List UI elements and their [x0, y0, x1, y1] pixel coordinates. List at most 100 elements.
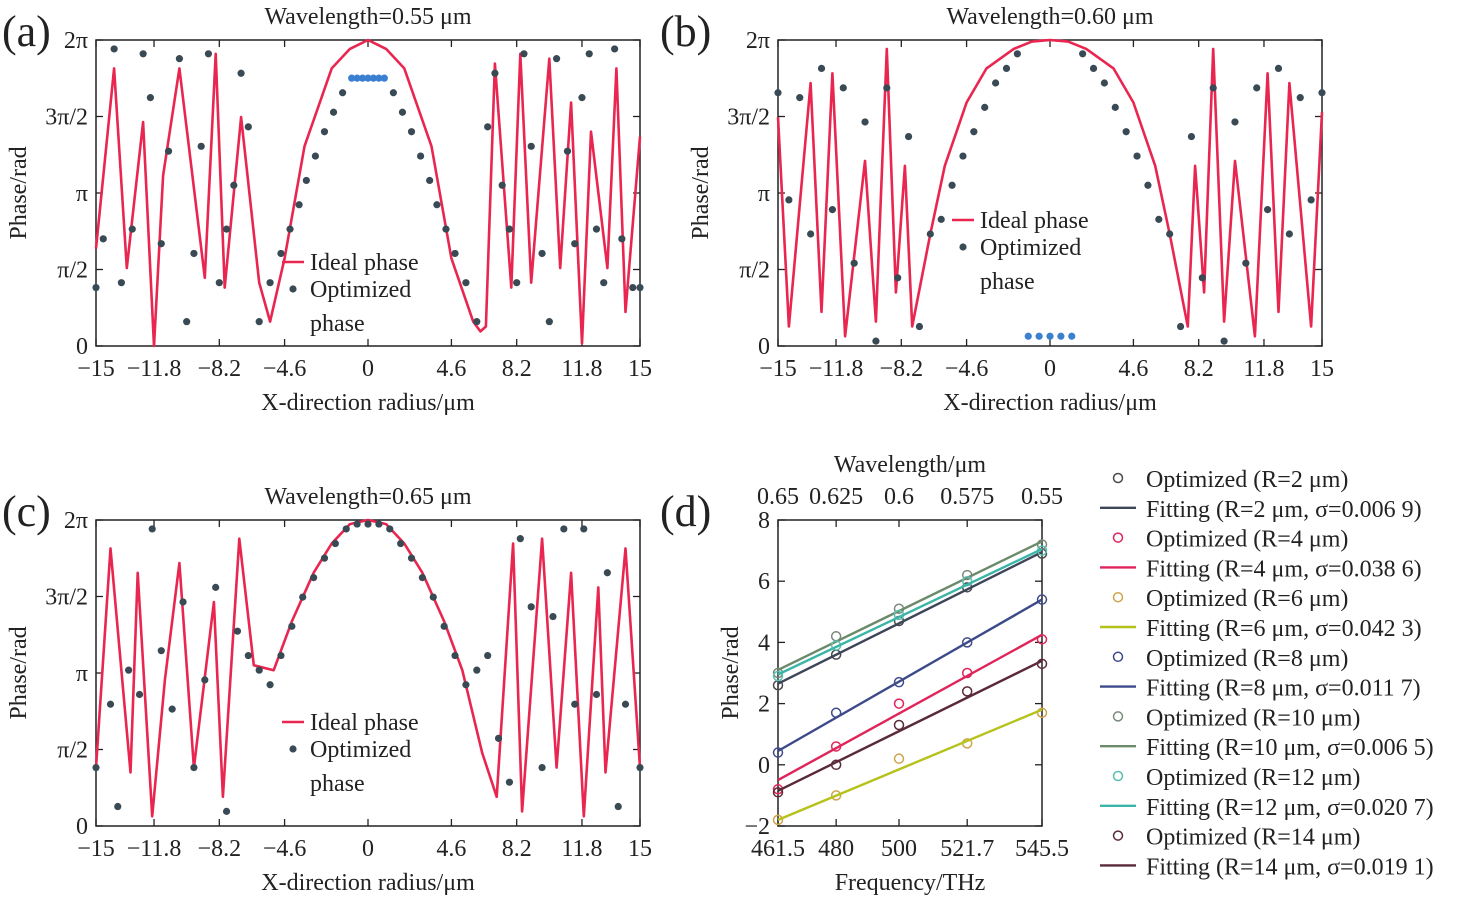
data-point	[959, 152, 967, 160]
y-tick-label: 3π/2	[727, 105, 770, 131]
legend-label: Ideal phase	[310, 250, 419, 276]
data-point	[549, 612, 557, 621]
data-point	[233, 627, 242, 635]
data-point	[1079, 50, 1087, 58]
data-point	[981, 103, 989, 111]
data-point	[883, 84, 891, 92]
data-point	[114, 802, 122, 811]
data-point	[527, 142, 535, 150]
data-point	[157, 647, 165, 655]
data-point	[839, 84, 847, 92]
legend-label: phase	[310, 771, 365, 797]
data-point	[1307, 196, 1315, 204]
data-point	[961, 637, 973, 648]
y-tick-label: π	[76, 661, 88, 687]
legend-dot-swatch	[289, 285, 297, 293]
data-point	[1231, 118, 1239, 126]
data-point	[893, 719, 905, 731]
data-point	[1057, 332, 1065, 340]
legend-marker-swatch	[1112, 651, 1124, 663]
y-tick-label: 2π	[746, 28, 770, 54]
panel-label: (b)	[660, 7, 711, 56]
data-point	[1209, 84, 1217, 92]
x-axis-label: Frequency/THz	[835, 870, 986, 896]
legend-label: Optimized (R=10 μm)	[1146, 705, 1360, 731]
series-line	[777, 551, 1043, 685]
data-point	[442, 225, 450, 233]
data-point	[222, 225, 231, 233]
x-tick-label: 15	[628, 356, 652, 382]
data-point	[1024, 332, 1032, 340]
x-axis-label: X-direction radius/μm	[943, 390, 1157, 416]
data-point	[1111, 103, 1119, 111]
data-point	[1274, 64, 1283, 73]
data-point	[505, 225, 514, 233]
series-line	[777, 548, 1043, 676]
data-point	[462, 681, 470, 689]
data-point	[621, 700, 630, 708]
data-point	[1133, 152, 1141, 160]
legend-label: Optimized (R=8 μm)	[1146, 646, 1348, 672]
series-line	[94, 38, 642, 348]
data-point	[772, 747, 784, 758]
data-point	[302, 176, 310, 185]
data-point	[552, 55, 561, 63]
data-point	[288, 622, 296, 630]
data-point	[320, 128, 329, 136]
data-point	[125, 666, 133, 674]
data-point	[237, 69, 245, 77]
data-point	[571, 240, 579, 248]
plot-frame	[95, 519, 641, 827]
data-point	[190, 249, 198, 258]
chart-title: Wavelength=0.60 μm	[946, 4, 1153, 30]
legend-label: Fitting (R=6 μm, σ=0.042 3)	[1146, 616, 1422, 642]
data-point	[128, 225, 136, 233]
data-point	[1296, 94, 1304, 102]
legend-label: Fitting (R=10 μm, σ=0.006 5)	[1146, 735, 1434, 761]
data-point	[299, 593, 307, 601]
data-point	[386, 525, 394, 533]
data-point	[92, 283, 100, 292]
data-point	[580, 525, 588, 533]
data-point	[1036, 594, 1048, 605]
y-tick-label: π/2	[739, 258, 770, 284]
data-point	[168, 705, 176, 713]
legend-label: Fitting (R=14 μm, σ=0.019 1)	[1146, 854, 1434, 880]
x-tick-label: −15	[77, 356, 115, 382]
data-point	[830, 790, 842, 801]
legend-marker-swatch	[1112, 830, 1124, 841]
top-x-tick-label: 0.6	[884, 484, 914, 510]
chart-panel-c: (c) Wavelength=0.65 μm −15 −11.8 −8.2 −4.6 0 4.…	[2, 484, 652, 896]
data-point	[266, 279, 274, 287]
x-tick-label: −11.8	[127, 836, 182, 862]
data-point	[1264, 206, 1272, 214]
y-tick-label: π	[758, 181, 770, 207]
data-point	[937, 215, 945, 223]
y-tick-label: 3π/2	[45, 105, 88, 131]
top-x-tick-label: 0.65	[757, 484, 799, 510]
data-point	[164, 147, 173, 155]
data-point	[212, 583, 220, 591]
top-x-tick-label: 0.575	[940, 484, 994, 510]
x-tick-label: −8.2	[880, 356, 924, 382]
data-point	[179, 598, 187, 606]
data-point	[505, 778, 514, 786]
data-point	[320, 554, 329, 562]
x-tick-label: −11.8	[127, 356, 182, 382]
data-point	[1155, 215, 1163, 223]
x-tick-label: 480	[818, 836, 854, 862]
data-point	[592, 690, 601, 699]
data-point	[494, 734, 503, 742]
data-point	[135, 690, 144, 699]
legend-label: Optimized	[310, 737, 411, 763]
data-point	[1089, 64, 1098, 73]
data-point	[329, 108, 338, 116]
data-point	[828, 206, 837, 214]
data-point	[429, 593, 437, 601]
x-tick-label: 521.7	[940, 836, 994, 862]
data-point	[148, 525, 156, 533]
data-point	[277, 651, 285, 660]
data-point	[473, 666, 481, 674]
legend-marker-swatch	[1112, 532, 1124, 543]
